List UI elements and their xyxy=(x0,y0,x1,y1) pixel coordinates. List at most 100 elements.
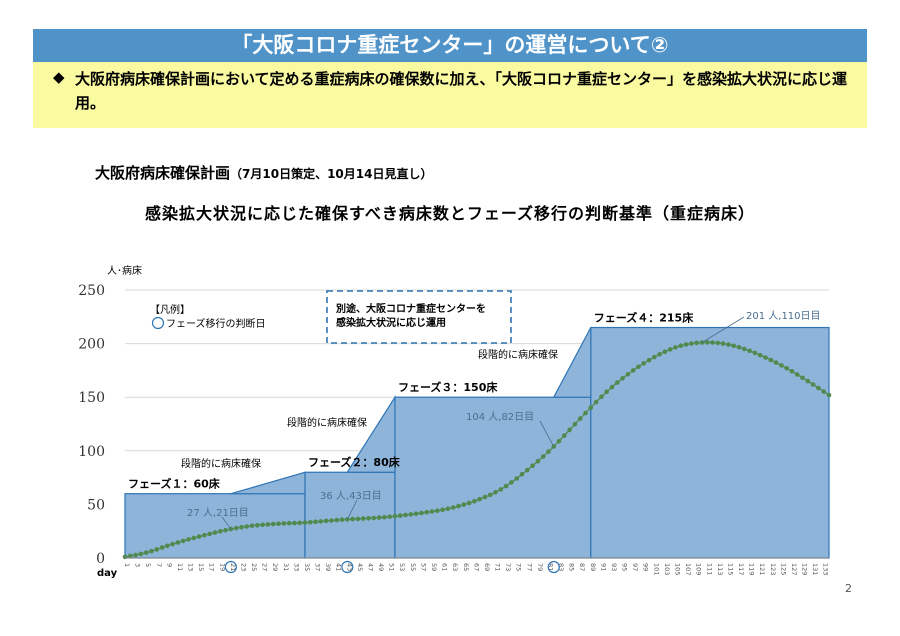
patient-point xyxy=(159,545,165,550)
patient-point xyxy=(588,405,594,410)
ramp-label: 段階的に病床確保 xyxy=(478,348,558,361)
x-tick-label: 33 xyxy=(292,563,300,571)
patient-point xyxy=(350,516,355,522)
patient-point xyxy=(175,540,181,545)
patient-point xyxy=(403,512,408,518)
y-axis-label: 人･病床 xyxy=(107,264,142,277)
patient-point xyxy=(196,534,202,539)
phase-label: フェーズ３：150床 xyxy=(398,380,498,394)
x-tick-label: 81 xyxy=(547,563,555,571)
patient-point xyxy=(334,517,340,523)
patient-point xyxy=(525,467,530,473)
ramp-label: 段階的に病床確保 xyxy=(287,416,367,429)
x-tick-label: 5 xyxy=(144,563,152,567)
x-tick-label: 15 xyxy=(197,563,205,571)
patient-point xyxy=(493,490,498,495)
patient-point xyxy=(530,463,535,469)
patient-point xyxy=(254,523,260,528)
x-tick-label: 51 xyxy=(388,563,396,571)
x-tick-label: 109 xyxy=(695,563,703,575)
patient-point xyxy=(562,433,567,438)
x-tick-label: 101 xyxy=(652,563,660,575)
patient-point xyxy=(556,438,562,444)
patient-point xyxy=(683,342,689,347)
y-tick-label: 100 xyxy=(78,444,105,460)
note-line: 感染拡大状況に応じ運用 xyxy=(336,316,446,329)
patient-point xyxy=(270,521,276,527)
patient-point xyxy=(731,343,736,349)
x-tick-label: 111 xyxy=(705,563,713,575)
patient-point xyxy=(757,352,763,358)
x-tick-label: 77 xyxy=(525,563,533,571)
x-tick-label: 125 xyxy=(779,563,787,575)
x-tick-label: 91 xyxy=(599,563,607,571)
patient-point xyxy=(445,506,451,512)
x-tick-label: 53 xyxy=(398,563,406,571)
x-tick-label: 89 xyxy=(589,563,597,571)
legend-circle-icon xyxy=(151,316,165,330)
x-tick-label: 127 xyxy=(790,563,798,575)
patient-point xyxy=(720,341,726,346)
x-tick-label: 85 xyxy=(568,563,576,571)
patient-point xyxy=(487,492,493,498)
patient-point xyxy=(694,340,699,346)
patient-point xyxy=(615,380,620,385)
x-tick-label: 17 xyxy=(208,563,216,571)
patient-point xyxy=(789,369,795,374)
patient-point xyxy=(540,454,546,459)
phase-label: フェーズ１：60床 xyxy=(128,477,221,491)
x-tick-label: 49 xyxy=(377,563,385,571)
patient-point xyxy=(551,444,557,449)
patient-point xyxy=(630,368,636,373)
patient-point xyxy=(302,520,308,525)
leader-line xyxy=(539,420,555,447)
ramp-area xyxy=(346,395,396,473)
patient-point xyxy=(577,416,583,421)
patient-point xyxy=(429,509,435,514)
x-tick-label: 97 xyxy=(631,563,639,571)
patient-point xyxy=(710,340,715,345)
summary-text: 大阪府病床確保計画において定める重症病床の確保数に加え、「大阪コロナ重症センター… xyxy=(75,70,848,112)
x-tick-label: 7 xyxy=(155,563,163,567)
patient-point xyxy=(599,394,604,400)
x-tick-label: 103 xyxy=(663,563,671,575)
x-tick-label: 87 xyxy=(578,563,586,571)
patient-point xyxy=(297,520,303,526)
patient-point xyxy=(128,553,133,559)
x-tick-label: 55 xyxy=(409,563,417,571)
x-tick-label: 11 xyxy=(176,563,184,571)
patient-point xyxy=(265,522,271,527)
x-tick-label: 23 xyxy=(240,563,248,571)
patient-point xyxy=(752,350,758,356)
patient-point xyxy=(784,366,789,371)
y-tick-label: 250 xyxy=(78,283,105,299)
y-tick-label: 0 xyxy=(96,551,105,567)
patient-point xyxy=(826,392,832,398)
patient-point xyxy=(567,427,572,433)
patient-point xyxy=(276,521,281,526)
patient-point xyxy=(223,527,228,533)
x-tick-label: 63 xyxy=(451,563,459,571)
x-axis-label: day xyxy=(97,568,118,579)
patient-point xyxy=(440,507,445,513)
patient-point xyxy=(233,525,239,531)
x-tick-label: 13 xyxy=(187,563,195,571)
patient-point xyxy=(133,552,138,558)
patient-point xyxy=(435,508,440,513)
x-tick-label: 83 xyxy=(557,563,565,571)
ramp-label: 段階的に病床確保 xyxy=(181,457,261,470)
patient-point xyxy=(763,355,768,360)
patient-point xyxy=(122,554,128,560)
patient-point xyxy=(366,516,371,521)
patient-point xyxy=(641,361,646,366)
x-tick-label: 133 xyxy=(822,563,830,575)
patient-point xyxy=(281,521,287,526)
patient-point xyxy=(535,458,541,464)
patient-point xyxy=(143,550,149,555)
patient-point xyxy=(154,547,160,552)
patient-point xyxy=(652,354,657,360)
plan-name: 大阪府病床確保計画 xyxy=(95,164,231,182)
patient-point xyxy=(413,511,419,516)
patient-point xyxy=(646,357,652,363)
